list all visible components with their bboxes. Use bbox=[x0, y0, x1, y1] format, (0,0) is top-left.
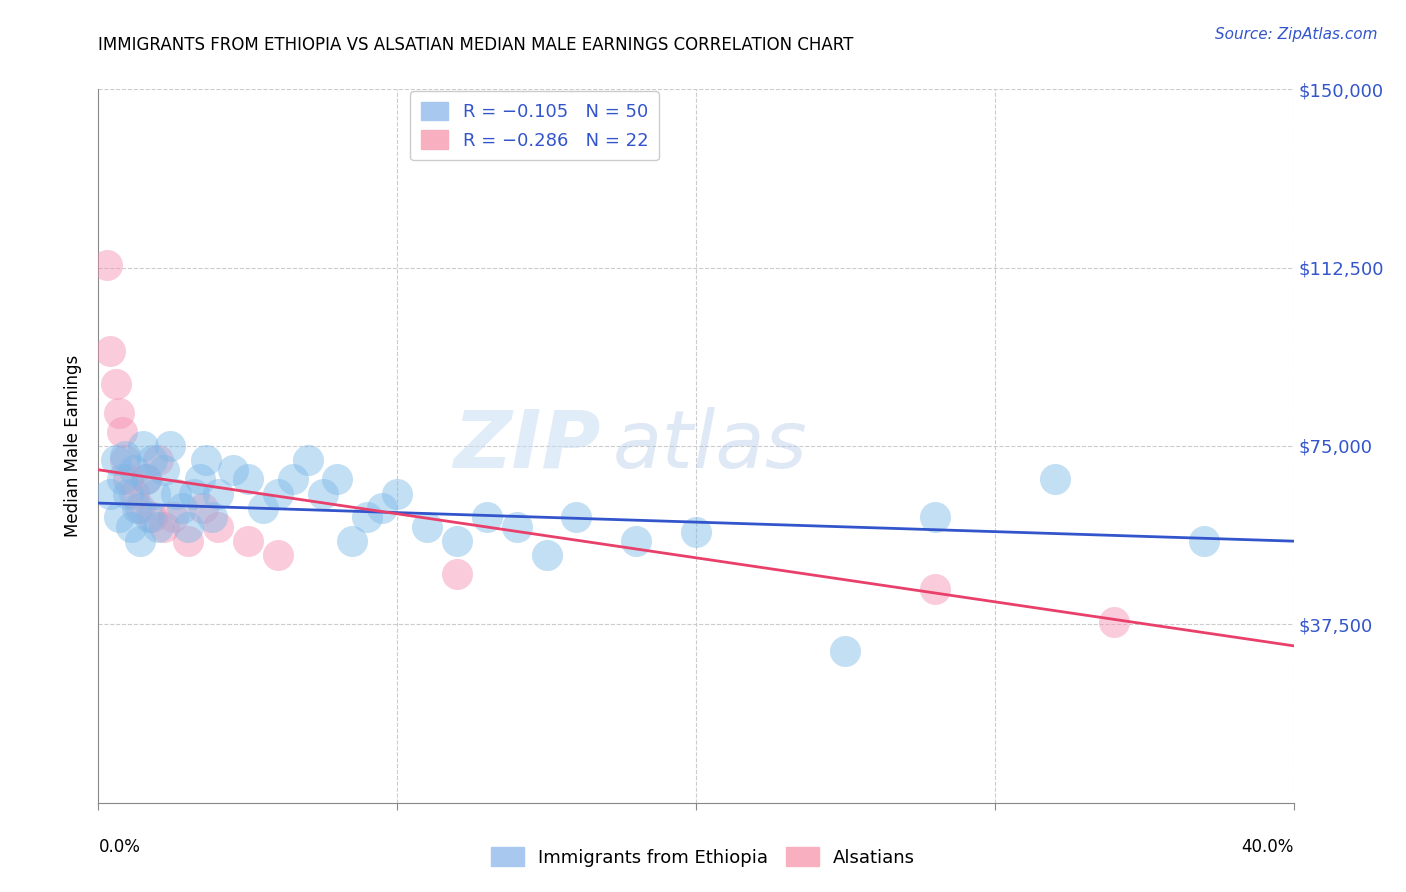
Point bbox=[172, 500, 194, 515]
Text: ZIP: ZIP bbox=[453, 407, 600, 485]
Point bbox=[236, 534, 259, 549]
Point bbox=[191, 500, 214, 515]
Point bbox=[924, 582, 946, 596]
Text: IMMIGRANTS FROM ETHIOPIA VS ALSATIAN MEDIAN MALE EARNINGS CORRELATION CHART: IMMIGRANTS FROM ETHIOPIA VS ALSATIAN MED… bbox=[98, 36, 853, 54]
Point bbox=[111, 425, 134, 439]
Point bbox=[127, 500, 149, 515]
Point bbox=[120, 520, 142, 534]
Legend: Immigrants from Ethiopia, Alsatians: Immigrants from Ethiopia, Alsatians bbox=[484, 840, 922, 874]
Point bbox=[311, 486, 333, 500]
Point bbox=[117, 486, 139, 500]
Point bbox=[267, 549, 290, 563]
Point bbox=[475, 510, 498, 524]
Point bbox=[207, 520, 229, 534]
Point bbox=[342, 534, 364, 549]
Point bbox=[114, 449, 136, 463]
Point bbox=[326, 472, 349, 486]
Point bbox=[924, 510, 946, 524]
Point bbox=[834, 643, 856, 657]
Point bbox=[267, 486, 290, 500]
Point bbox=[446, 567, 468, 582]
Point bbox=[143, 486, 166, 500]
Point bbox=[626, 534, 648, 549]
Point bbox=[281, 472, 304, 486]
Point bbox=[1192, 534, 1215, 549]
Point bbox=[685, 524, 707, 539]
Point bbox=[177, 520, 200, 534]
Point bbox=[98, 343, 122, 358]
Point bbox=[252, 500, 274, 515]
Point bbox=[201, 510, 224, 524]
Point bbox=[124, 463, 146, 477]
Point bbox=[1104, 615, 1126, 629]
Point bbox=[222, 463, 245, 477]
Y-axis label: Median Male Earnings: Median Male Earnings bbox=[65, 355, 83, 537]
Point bbox=[159, 439, 181, 453]
Point bbox=[297, 453, 319, 467]
Point bbox=[148, 453, 170, 467]
Point bbox=[565, 510, 588, 524]
Point bbox=[129, 500, 152, 515]
Point bbox=[135, 472, 157, 486]
Text: atlas: atlas bbox=[613, 407, 807, 485]
Point bbox=[153, 520, 176, 534]
Point bbox=[96, 258, 118, 272]
Point bbox=[371, 500, 394, 515]
Point bbox=[1043, 472, 1066, 486]
Point bbox=[111, 472, 134, 486]
Point bbox=[162, 510, 184, 524]
Point bbox=[138, 510, 160, 524]
Point bbox=[236, 472, 259, 486]
Point bbox=[416, 520, 439, 534]
Point bbox=[108, 510, 131, 524]
Point bbox=[183, 486, 205, 500]
Point bbox=[124, 486, 146, 500]
Point bbox=[356, 510, 378, 524]
Point bbox=[132, 439, 155, 453]
Point bbox=[105, 453, 128, 467]
Point bbox=[153, 463, 176, 477]
Point bbox=[105, 377, 128, 392]
Point bbox=[117, 472, 139, 486]
Point bbox=[446, 534, 468, 549]
Point bbox=[385, 486, 409, 500]
Point bbox=[114, 453, 136, 467]
Point bbox=[506, 520, 529, 534]
Point bbox=[165, 486, 187, 500]
Point bbox=[536, 549, 558, 563]
Text: Source: ZipAtlas.com: Source: ZipAtlas.com bbox=[1215, 27, 1378, 42]
Text: 40.0%: 40.0% bbox=[1241, 838, 1294, 856]
Point bbox=[141, 510, 163, 524]
Point bbox=[98, 486, 122, 500]
Point bbox=[207, 486, 229, 500]
Legend: R = −0.105   N = 50, R = −0.286   N = 22: R = −0.105 N = 50, R = −0.286 N = 22 bbox=[411, 91, 659, 161]
Point bbox=[141, 453, 163, 467]
Point bbox=[177, 534, 200, 549]
Point bbox=[148, 520, 170, 534]
Point bbox=[108, 406, 131, 420]
Point bbox=[135, 472, 157, 486]
Point bbox=[129, 534, 152, 549]
Text: 0.0%: 0.0% bbox=[98, 838, 141, 856]
Point bbox=[188, 472, 211, 486]
Point bbox=[195, 453, 218, 467]
